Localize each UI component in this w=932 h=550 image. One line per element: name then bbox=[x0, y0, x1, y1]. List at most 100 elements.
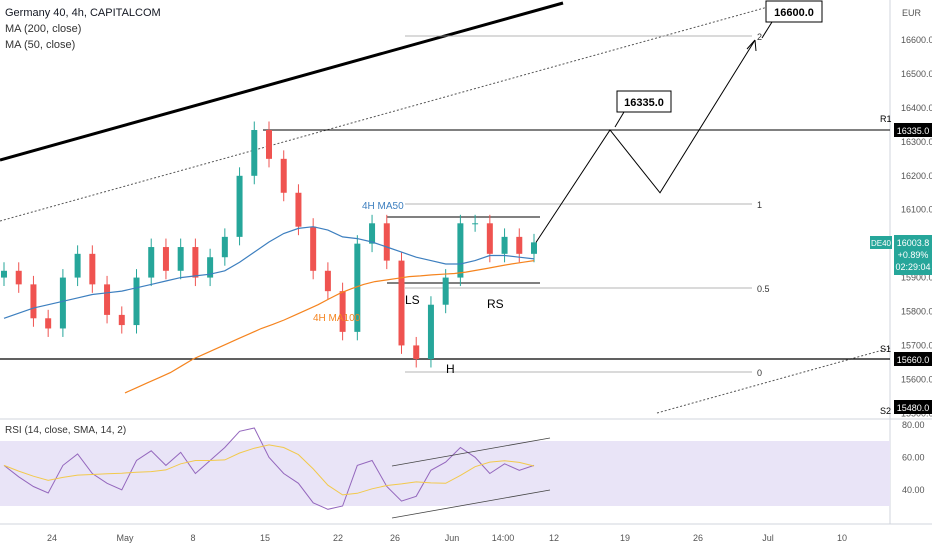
candle-body[interactable] bbox=[133, 277, 140, 326]
time-tick-label: 10 bbox=[837, 533, 847, 543]
time-tick-label: May bbox=[116, 533, 134, 543]
ma100-annotation: 4H MA100 bbox=[313, 313, 361, 324]
rsi-ma-line[interactable] bbox=[3, 444, 535, 496]
s2-price-text: 15480.0 bbox=[897, 403, 930, 413]
symbol-title[interactable]: Germany 40, 4h, CAPITALCOM bbox=[5, 7, 161, 19]
candle-body[interactable] bbox=[531, 242, 537, 254]
price-tick-label: 16500.0 bbox=[901, 69, 932, 79]
rsi-tick-label: 80.00 bbox=[902, 420, 925, 430]
upper-channel-dotted[interactable] bbox=[0, 4, 776, 222]
candle-body[interactable] bbox=[74, 253, 81, 278]
last-symbol-box bbox=[870, 236, 892, 249]
candles[interactable] bbox=[1, 121, 537, 368]
candle-body[interactable] bbox=[295, 192, 302, 227]
candle-body[interactable] bbox=[413, 345, 420, 359]
candle-body[interactable] bbox=[1, 270, 7, 278]
time-tick-label: 8 bbox=[190, 533, 195, 543]
candle-body[interactable] bbox=[339, 291, 346, 332]
candle-body[interactable] bbox=[162, 247, 169, 271]
s1-price-box bbox=[894, 352, 932, 366]
fib-label-2: 2 bbox=[757, 32, 762, 42]
candle-body[interactable] bbox=[427, 304, 434, 359]
candle-body[interactable] bbox=[104, 284, 111, 315]
candle-body[interactable] bbox=[442, 277, 449, 305]
candle-body[interactable] bbox=[236, 175, 243, 237]
price-tick-label: 16100.0 bbox=[901, 205, 932, 215]
candle-body[interactable] bbox=[457, 223, 464, 278]
candle-body[interactable] bbox=[501, 236, 508, 254]
time-tick-label: 15 bbox=[260, 533, 270, 543]
candle-body[interactable] bbox=[310, 226, 317, 271]
rsi-tick-label: 60.00 bbox=[902, 452, 925, 462]
currency-label: EUR bbox=[902, 8, 922, 18]
fib-label-1: 1 bbox=[757, 200, 762, 210]
candle-body[interactable] bbox=[251, 130, 258, 176]
ma100-line[interactable] bbox=[124, 260, 535, 394]
candle-body[interactable] bbox=[207, 257, 214, 278]
ma50-legend[interactable]: MA (50, close) bbox=[5, 39, 76, 51]
price-tick-label: 16300.0 bbox=[901, 137, 932, 147]
target-1-text: 16335.0 bbox=[624, 97, 664, 109]
candle-body[interactable] bbox=[177, 247, 184, 271]
target-2-callout[interactable]: 16600.0 bbox=[761, 0, 823, 39]
ma200-legend[interactable]: MA (200, close) bbox=[5, 23, 82, 35]
rsi-channel-upper[interactable] bbox=[391, 437, 551, 467]
fib-label-05: 0.5 bbox=[757, 284, 770, 294]
candle-body[interactable] bbox=[118, 314, 125, 326]
last-symbol: DE40 bbox=[871, 239, 892, 248]
candle-body[interactable] bbox=[15, 270, 22, 285]
candle-body[interactable] bbox=[324, 270, 331, 292]
target-1-callout[interactable]: 16335.0 bbox=[614, 90, 672, 128]
candle-body[interactable] bbox=[369, 223, 376, 244]
price-tick-label: 15800.0 bbox=[901, 307, 932, 317]
lower-channel-dotted[interactable] bbox=[656, 347, 891, 414]
fib-levels[interactable] bbox=[405, 35, 752, 373]
rsi-legend[interactable]: RSI (14, close, SMA, 14, 2) bbox=[5, 425, 126, 436]
candle-body[interactable] bbox=[398, 260, 405, 346]
candle-body[interactable] bbox=[221, 236, 228, 258]
time-tick-label: 19 bbox=[620, 533, 630, 543]
candle-body[interactable] bbox=[266, 130, 272, 159]
bar-countdown: 02:29:04 bbox=[895, 262, 930, 272]
candle-body[interactable] bbox=[516, 236, 523, 254]
rsi-channel-lower[interactable] bbox=[391, 489, 551, 519]
candle-body[interactable] bbox=[45, 318, 52, 329]
time-tick-label: 26 bbox=[693, 533, 703, 543]
candle-body[interactable] bbox=[30, 284, 37, 319]
rsi-line[interactable] bbox=[3, 427, 535, 510]
time-tick-label: 26 bbox=[390, 533, 400, 543]
candle-body[interactable] bbox=[354, 243, 361, 332]
time-tick-label: Jul bbox=[762, 533, 774, 543]
price-tick-label: 15700.0 bbox=[901, 340, 932, 350]
s1-price-label: 15660.0 bbox=[894, 352, 932, 366]
s1-tag: S1 bbox=[880, 344, 891, 354]
rs-label: RS bbox=[487, 297, 504, 311]
target-2-pointer bbox=[761, 21, 773, 39]
candle-body[interactable] bbox=[59, 277, 66, 329]
ls-label: LS bbox=[405, 293, 420, 307]
price-tick-label: 16400.0 bbox=[901, 103, 932, 113]
candle-body[interactable] bbox=[486, 223, 493, 254]
candle-body[interactable] bbox=[472, 223, 479, 225]
fib-label-0: 0 bbox=[757, 368, 762, 378]
long-trendline[interactable] bbox=[0, 1, 564, 162]
candle-body[interactable] bbox=[280, 158, 287, 193]
s2-price-box bbox=[894, 400, 932, 414]
price-tick-label: 15600.0 bbox=[901, 374, 932, 384]
time-tick-label: 24 bbox=[47, 533, 57, 543]
candle-body[interactable] bbox=[383, 223, 390, 261]
target-2-text: 16600.0 bbox=[774, 7, 814, 19]
candle-body[interactable] bbox=[148, 247, 155, 278]
candle-body[interactable] bbox=[89, 253, 96, 285]
price-tick-label: 16200.0 bbox=[901, 171, 932, 181]
ma50-line[interactable] bbox=[3, 226, 535, 319]
projection-path[interactable] bbox=[535, 39, 756, 243]
candle-body[interactable] bbox=[192, 247, 199, 278]
r1-tag: R1 bbox=[880, 114, 892, 124]
time-axis[interactable]: 24 May 8 15 22 26 Jun 14:00 12 19 26 Jul 10 bbox=[47, 533, 847, 543]
last-price-box[interactable] bbox=[894, 235, 932, 275]
time-tick-label: 14:00 bbox=[492, 533, 515, 543]
rsi-axis[interactable]: 80.00 60.00 40.00 bbox=[902, 420, 925, 495]
